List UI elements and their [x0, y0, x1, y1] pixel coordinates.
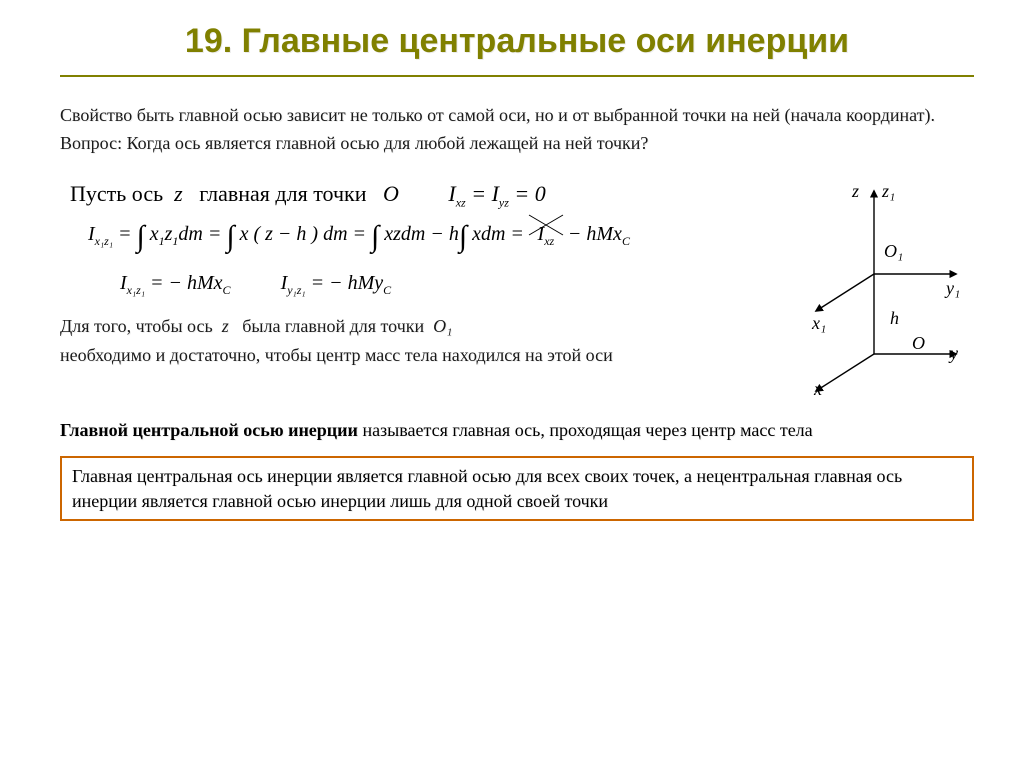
- right-column: z z₁ O₁ y₁ x₁ h O y x: [764, 173, 974, 404]
- definition: Главной центральной осью инерции называе…: [60, 418, 974, 442]
- axes-diagram: z z₁ O₁ y₁ x₁ h O y x: [764, 179, 964, 399]
- crossed-term: Ixz: [529, 223, 563, 249]
- assume-point: O: [383, 181, 399, 206]
- callout-text: Главная центральная ось инерции является…: [72, 466, 902, 510]
- assume-pre: Пусть ось: [70, 181, 163, 206]
- assume-mid: главная для точки: [199, 181, 366, 206]
- definition-rest: называется главная ось, проходящая через…: [358, 420, 813, 440]
- page-title: 19. Главные центральные оси инерции: [60, 20, 974, 63]
- para2-point: O₁: [433, 316, 452, 336]
- lbl-O: O: [912, 333, 925, 353]
- callout-box: Главная центральная ось инерции является…: [60, 456, 974, 521]
- lbl-z: z: [851, 181, 859, 201]
- para2-line2: необходимо и достаточно, чтобы центр мас…: [60, 343, 764, 367]
- para2-mid: была главной для точки: [242, 316, 424, 336]
- lbl-z1: z₁: [881, 181, 895, 201]
- title-rule: [60, 75, 974, 77]
- intro-line-1: Свойство быть главной осью зависит не то…: [60, 103, 974, 127]
- derivation-line: Ix₁z₁ = ∫ x1z1dm = ∫ x ( z − h ) dm = ∫ …: [88, 220, 764, 254]
- lbl-x: x: [813, 379, 822, 399]
- lbl-h: h: [890, 308, 899, 328]
- para2-pre: Для того, чтобы ось: [60, 316, 213, 336]
- para2-line1: Для того, чтобы ось z была главной для т…: [60, 314, 764, 338]
- content-row: Пусть ось z главная для точки O Ixz = Iy…: [60, 173, 974, 404]
- strike-icon: [527, 211, 567, 239]
- lbl-x1: x₁: [811, 313, 826, 333]
- assume-axis: z: [174, 181, 183, 206]
- intro-line-2: Вопрос: Когда ось является главной осью …: [60, 131, 974, 155]
- para2-axis: z: [222, 316, 229, 336]
- lbl-O1: O₁: [884, 241, 903, 261]
- lbl-y: y: [948, 343, 958, 363]
- left-column: Пусть ось z главная для точки O Ixz = Iy…: [60, 173, 764, 371]
- lbl-y1: y₁: [944, 278, 960, 298]
- cond-eq: Ixz = Iyz = 0: [448, 181, 545, 206]
- definition-term: Главной центральной осью инерции: [60, 420, 358, 440]
- result-line: Ix₁z₁ = − hMxC Iy₁z₁ = − hMyC: [120, 272, 764, 298]
